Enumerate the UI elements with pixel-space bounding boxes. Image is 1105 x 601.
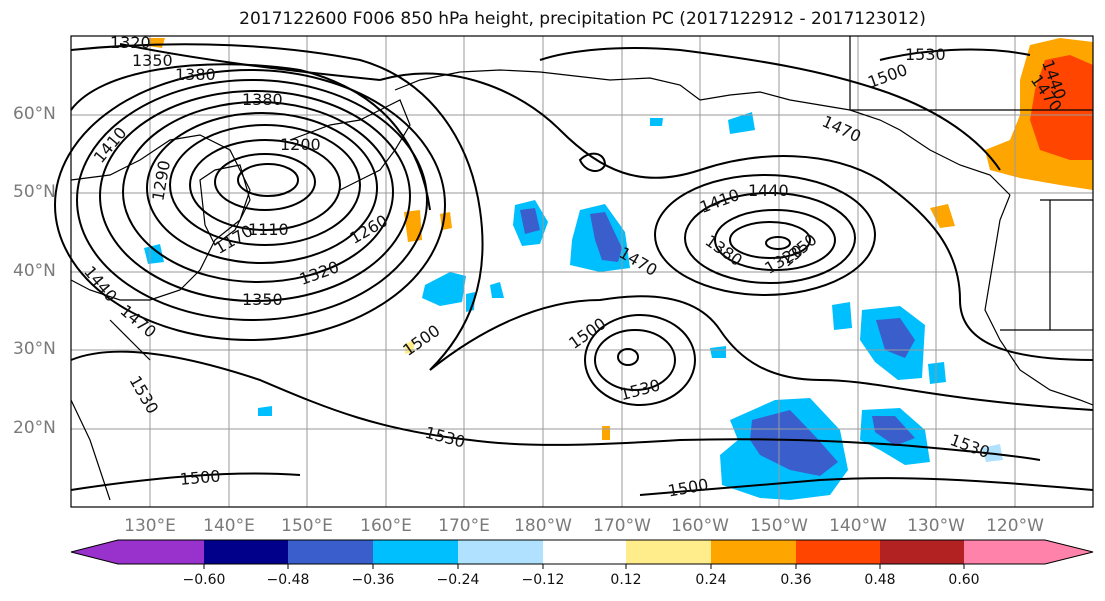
colorbar-tick-label: 0.36: [780, 572, 812, 588]
lon-label: 150°W: [750, 516, 808, 536]
map-border: [70, 35, 1094, 508]
colorbar-tick-label: 0.60: [948, 572, 980, 588]
lon-label: 170°W: [593, 516, 651, 536]
colorbar-segment: [118, 540, 204, 564]
colorbar-tick-label: 0.24: [695, 572, 727, 588]
precipitation-shading: [144, 38, 1093, 500]
colorbar-segment: [458, 540, 543, 564]
colorbar-tick-label: −0.60: [182, 572, 226, 588]
contour-label: 1350: [242, 290, 283, 309]
contour-label: 1500: [179, 466, 221, 488]
colorbar-segment: [373, 540, 458, 564]
lon-label: 180°W: [514, 516, 572, 536]
colorbar-tick-label: −0.12: [521, 572, 565, 588]
colorbar-segment: [880, 540, 964, 564]
contour-labels: 1320 1350 1380 1410 1380 1290 1200 1110 …: [80, 33, 1070, 501]
contour-label: 1200: [280, 135, 321, 154]
colorbar-tick-label: −0.24: [436, 572, 480, 588]
contour-label: 1110: [248, 220, 289, 239]
colorbar-segment: [796, 540, 880, 564]
lon-label: 130°W: [907, 516, 965, 536]
height-contours: [54, 43, 1094, 496]
colorbar-segment: [626, 540, 711, 564]
lat-label: 20°N: [13, 418, 56, 438]
lon-label: 160°E: [360, 516, 412, 536]
lon-label: 130°E: [124, 516, 176, 536]
colorbar-tick-label: 0.48: [864, 572, 896, 588]
lon-label: 140°E: [203, 516, 255, 536]
colorbar-tick-label: −0.36: [351, 572, 395, 588]
lon-label: 150°E: [281, 516, 333, 536]
colorbar-segment: [711, 540, 796, 564]
lon-label: 160°W: [671, 516, 729, 536]
colorbar: [70, 539, 1094, 569]
coastlines: [70, 36, 1094, 501]
contour-label: 1440: [748, 181, 789, 200]
colorbar-tick-label: −0.48: [266, 572, 310, 588]
colorbar-segment: [543, 540, 626, 564]
chart-title: 2017122600 F006 850 hPa height, precipit…: [239, 9, 926, 29]
lat-label: 60°N: [13, 104, 56, 124]
colorbar-segment: [204, 540, 288, 564]
colorbar-segment: [964, 540, 1093, 564]
lat-label: 30°N: [13, 339, 56, 359]
contour-label: 1530: [905, 45, 946, 64]
colorbar-segment: [288, 540, 373, 564]
lon-label: 170°E: [438, 516, 490, 536]
lat-label: 50°N: [13, 182, 56, 202]
lon-label: 140°W: [829, 516, 887, 536]
lon-label: 120°W: [986, 516, 1044, 536]
contour-label: 1320: [110, 33, 151, 52]
colorbar-tick-label: 0.12: [610, 572, 642, 588]
lat-label: 40°N: [13, 261, 56, 281]
contour-label: 1350: [132, 51, 173, 70]
contour-label: 1380: [242, 90, 283, 109]
contour-label: 1380: [175, 65, 216, 84]
colorbar-outline: [70, 539, 1094, 565]
